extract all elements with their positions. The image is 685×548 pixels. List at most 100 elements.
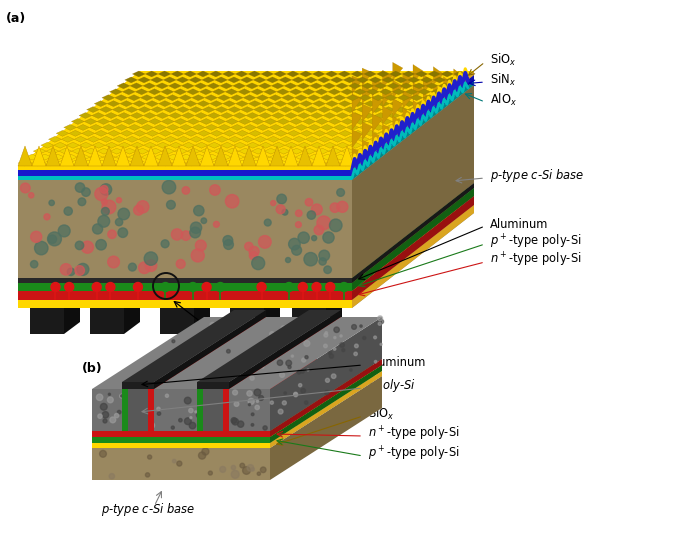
Circle shape bbox=[323, 344, 327, 348]
Circle shape bbox=[223, 423, 226, 426]
Polygon shape bbox=[90, 124, 102, 130]
Circle shape bbox=[324, 333, 328, 337]
Polygon shape bbox=[257, 154, 270, 160]
Polygon shape bbox=[269, 95, 282, 101]
Circle shape bbox=[109, 473, 114, 479]
Circle shape bbox=[330, 203, 340, 213]
Polygon shape bbox=[160, 308, 194, 334]
Polygon shape bbox=[18, 75, 474, 170]
Polygon shape bbox=[131, 142, 144, 148]
Polygon shape bbox=[18, 146, 32, 166]
Circle shape bbox=[190, 346, 194, 350]
Polygon shape bbox=[313, 130, 326, 136]
Circle shape bbox=[191, 249, 204, 262]
Circle shape bbox=[34, 241, 48, 255]
Polygon shape bbox=[97, 118, 110, 124]
Polygon shape bbox=[95, 130, 108, 136]
Circle shape bbox=[325, 390, 329, 395]
Polygon shape bbox=[379, 89, 392, 95]
Circle shape bbox=[247, 465, 253, 471]
Polygon shape bbox=[300, 101, 312, 107]
Circle shape bbox=[64, 283, 74, 292]
Polygon shape bbox=[228, 107, 241, 112]
Polygon shape bbox=[171, 71, 184, 77]
Polygon shape bbox=[349, 112, 362, 118]
Polygon shape bbox=[92, 371, 382, 443]
Polygon shape bbox=[262, 130, 275, 136]
Circle shape bbox=[231, 418, 237, 424]
Text: Aluminum: Aluminum bbox=[368, 357, 426, 369]
Circle shape bbox=[249, 252, 258, 260]
Polygon shape bbox=[423, 75, 434, 93]
Polygon shape bbox=[92, 448, 270, 480]
Circle shape bbox=[301, 358, 306, 362]
Polygon shape bbox=[184, 101, 197, 107]
Polygon shape bbox=[393, 116, 403, 134]
Polygon shape bbox=[244, 124, 256, 130]
Polygon shape bbox=[197, 130, 210, 136]
Polygon shape bbox=[211, 160, 223, 166]
Polygon shape bbox=[197, 389, 203, 431]
Circle shape bbox=[367, 128, 376, 138]
Polygon shape bbox=[203, 389, 223, 431]
Polygon shape bbox=[249, 160, 262, 166]
Circle shape bbox=[101, 199, 107, 205]
Circle shape bbox=[202, 283, 211, 292]
Polygon shape bbox=[285, 142, 298, 148]
Polygon shape bbox=[56, 130, 69, 136]
Polygon shape bbox=[210, 130, 223, 136]
Circle shape bbox=[317, 216, 331, 230]
Polygon shape bbox=[164, 136, 177, 142]
Polygon shape bbox=[169, 142, 182, 148]
Text: $n^+$-type poly-Si: $n^+$-type poly-Si bbox=[490, 251, 582, 269]
Polygon shape bbox=[236, 130, 249, 136]
Polygon shape bbox=[393, 98, 403, 116]
Circle shape bbox=[288, 143, 301, 155]
Polygon shape bbox=[53, 142, 66, 148]
Circle shape bbox=[219, 406, 225, 413]
Polygon shape bbox=[205, 95, 218, 101]
Polygon shape bbox=[199, 89, 212, 95]
Polygon shape bbox=[284, 146, 298, 166]
Circle shape bbox=[147, 138, 153, 144]
Polygon shape bbox=[270, 365, 382, 443]
Text: (a): (a) bbox=[6, 12, 26, 25]
Polygon shape bbox=[197, 101, 210, 107]
Circle shape bbox=[206, 402, 211, 407]
Polygon shape bbox=[169, 83, 182, 89]
Circle shape bbox=[250, 376, 254, 380]
Polygon shape bbox=[128, 389, 148, 431]
Polygon shape bbox=[264, 296, 280, 334]
Polygon shape bbox=[66, 142, 79, 148]
Circle shape bbox=[158, 412, 161, 415]
Polygon shape bbox=[413, 65, 423, 83]
Polygon shape bbox=[18, 160, 31, 166]
Circle shape bbox=[247, 367, 249, 370]
Circle shape bbox=[208, 471, 212, 475]
Circle shape bbox=[325, 92, 331, 98]
Polygon shape bbox=[392, 89, 405, 95]
Circle shape bbox=[378, 322, 382, 326]
Polygon shape bbox=[377, 71, 389, 77]
Polygon shape bbox=[316, 118, 328, 124]
Polygon shape bbox=[18, 291, 352, 300]
Circle shape bbox=[100, 185, 108, 193]
Polygon shape bbox=[195, 142, 208, 148]
Polygon shape bbox=[340, 89, 353, 95]
Polygon shape bbox=[413, 100, 423, 118]
Polygon shape bbox=[377, 101, 390, 107]
Circle shape bbox=[157, 407, 160, 410]
Circle shape bbox=[134, 205, 144, 215]
Circle shape bbox=[188, 418, 195, 425]
Circle shape bbox=[334, 153, 346, 165]
Polygon shape bbox=[321, 95, 333, 101]
Circle shape bbox=[78, 198, 86, 206]
Polygon shape bbox=[362, 86, 373, 104]
Polygon shape bbox=[382, 77, 395, 83]
Polygon shape bbox=[286, 71, 299, 77]
Polygon shape bbox=[113, 136, 125, 142]
Circle shape bbox=[334, 347, 336, 350]
Polygon shape bbox=[270, 359, 382, 437]
Polygon shape bbox=[92, 359, 382, 431]
Circle shape bbox=[195, 411, 197, 413]
